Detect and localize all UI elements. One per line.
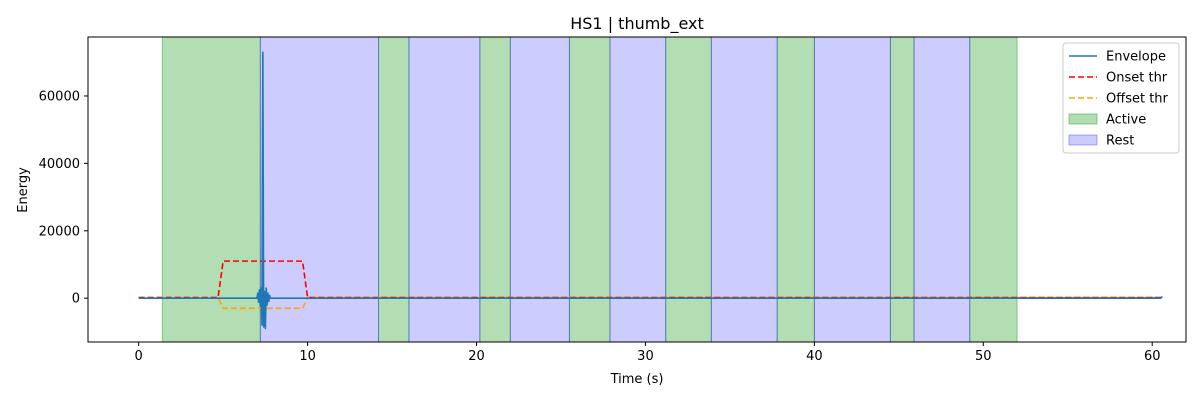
active-span (665, 37, 712, 342)
y-axis: 0 20000 40000 60000 (39, 89, 88, 307)
rest-span (259, 37, 380, 342)
active-span (889, 37, 915, 342)
y-axis-title: Energy (16, 167, 31, 213)
legend-swatch-rest (1068, 134, 1098, 146)
y-tick-label: 0 (72, 292, 80, 307)
legend-label-offset: Offset thr (1106, 92, 1169, 107)
rest-span (609, 37, 667, 342)
active-span (969, 37, 1018, 342)
x-axis: 0 10 20 30 40 50 60 (135, 342, 1161, 364)
y-tick-label: 40000 (39, 157, 80, 172)
active-span (161, 37, 261, 342)
y-tick-label: 20000 (39, 224, 80, 239)
series-layer (138, 51, 1163, 330)
legend-label-active: Active (1106, 113, 1146, 128)
x-axis-title: Time (s) (610, 372, 664, 387)
y-tick-label: 60000 (39, 89, 80, 104)
x-tick-label: 40 (806, 349, 823, 364)
active-span (776, 37, 815, 342)
active-span (568, 37, 611, 342)
x-tick-label: 60 (1144, 349, 1161, 364)
legend-label-onset: Onset thr (1106, 71, 1168, 86)
active-span (378, 37, 410, 342)
x-tick-label: 10 (299, 349, 316, 364)
rest-span (509, 37, 570, 342)
legend-swatch-active (1068, 113, 1098, 125)
rest-span (710, 37, 778, 342)
rest-span (913, 37, 971, 342)
span-layer (161, 37, 1018, 342)
series-line-envelope (138, 51, 1163, 330)
x-tick-label: 0 (135, 349, 143, 364)
legend-label-envelope: Envelope (1106, 50, 1166, 65)
legend-box (1062, 42, 1180, 154)
x-tick-label: 50 (975, 349, 992, 364)
legend-label-rest: Rest (1106, 134, 1134, 149)
chart-title: HS1 | thumb_ext (570, 14, 704, 34)
rest-span (408, 37, 481, 342)
x-tick-label: 30 (637, 349, 654, 364)
legend: Envelope Onset thr Offset thr Active Rest (1062, 42, 1180, 154)
rest-span (813, 37, 891, 342)
plot-area-frame (87, 36, 1187, 343)
active-span (479, 37, 511, 342)
x-tick-label: 20 (468, 349, 485, 364)
